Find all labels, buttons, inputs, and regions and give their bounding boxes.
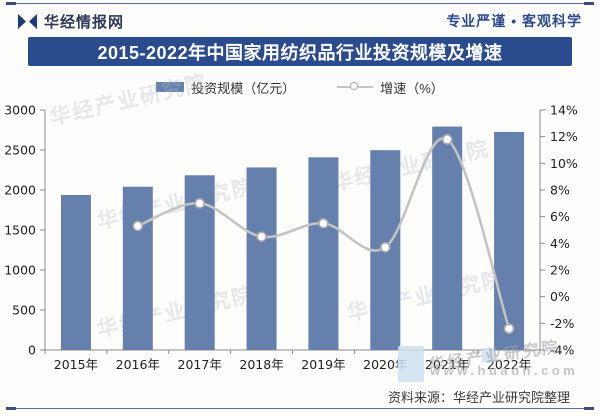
right-axis-tick: -2% [550, 316, 574, 331]
growth-marker [503, 323, 515, 334]
x-axis-label: 2017年 [178, 357, 222, 372]
page-title: 2015-2022年中国家用纺织品行业投资规模及增速 [97, 42, 503, 63]
right-axis-tick: 6% [550, 209, 570, 224]
bar-2015年 [60, 194, 91, 350]
bar-2022年 [494, 131, 525, 350]
left-axis-tick: 500 [12, 303, 36, 318]
x-axis-label: 2019年 [301, 357, 345, 372]
header: 华经情报网 专业严谨 • 客观科学 [18, 8, 582, 34]
watermark-patch [482, 348, 495, 362]
title-banner: 2015-2022年中国家用纺织品行业投资规模及增速 [28, 37, 572, 66]
brand: 华经情报网 [18, 11, 124, 32]
growth-marker [380, 242, 391, 253]
left-axis-tick: 0 [28, 343, 36, 358]
left-axis-tick: 1500 [4, 223, 36, 238]
watermark-patch [398, 346, 424, 382]
top-edge-line [6, 2, 594, 5]
growth-marker [194, 198, 205, 209]
legend: 投资规模（亿元） 增速（%） [0, 76, 600, 98]
chart-svg: 0 500 1000 1500 2000 2500 3000 -4% -2% 0% 2% 4% 6% 8%… [4, 103, 578, 373]
slogan: 专业严谨 • 客观科学 [446, 13, 582, 29]
bar-swatch-icon [156, 82, 185, 92]
right-axis-tick: 12% [550, 129, 578, 144]
growth-marker [132, 220, 144, 232]
chart: 0 500 1000 1500 2000 2500 3000 -4% -2% 0% 2% 4% 6% 8%… [0, 100, 600, 380]
bar-2016年 [122, 186, 153, 350]
brand-name: 华经情报网 [44, 13, 125, 31]
right-axis-tick: 4% [550, 236, 570, 251]
x-axis-label: 2021年 [425, 357, 469, 372]
left-axis-tick: 2000 [4, 183, 36, 198]
legend-line-label: 增速（%） [380, 80, 444, 96]
legend-item-growth[interactable]: 增速（%） [337, 78, 444, 97]
legend-bar-label: 投资规模（亿元） [191, 80, 296, 96]
x-axis-label: 2018年 [239, 357, 283, 372]
x-axis-label: 2015年 [54, 357, 98, 372]
right-axis-tick: 8% [550, 183, 570, 198]
x-axis-label: 2022年 [487, 357, 531, 372]
x-axis-label: 2016年 [116, 357, 160, 372]
x-axis-label: 2020年 [363, 357, 407, 372]
right-axis-tick: -4% [550, 343, 574, 358]
source-text: 资料来源：华经产业研究院整理 [387, 390, 570, 405]
left-axis-tick: 3000 [4, 103, 36, 118]
line-swatch-icon [337, 82, 374, 92]
left-axis-tick: 2500 [4, 143, 36, 158]
left-axis-tick: 1000 [4, 263, 36, 278]
right-axis-tick: 2% [550, 263, 570, 278]
right-axis-tick: 0% [550, 289, 570, 304]
growth-line [137, 136, 511, 330]
growth-marker [256, 231, 267, 242]
growth-marker [318, 218, 329, 229]
bottom-edge-line [6, 407, 594, 410]
bar-2021年 [432, 126, 463, 350]
bar-2018年 [246, 167, 277, 350]
growth-marker [441, 134, 453, 145]
bar-2019年 [308, 157, 339, 350]
huajing-logo-icon [18, 13, 37, 30]
right-axis-tick: 10% [550, 156, 578, 171]
legend-item-investment[interactable]: 投资规模（亿元） [156, 78, 295, 97]
right-axis-tick: 14% [550, 103, 578, 118]
